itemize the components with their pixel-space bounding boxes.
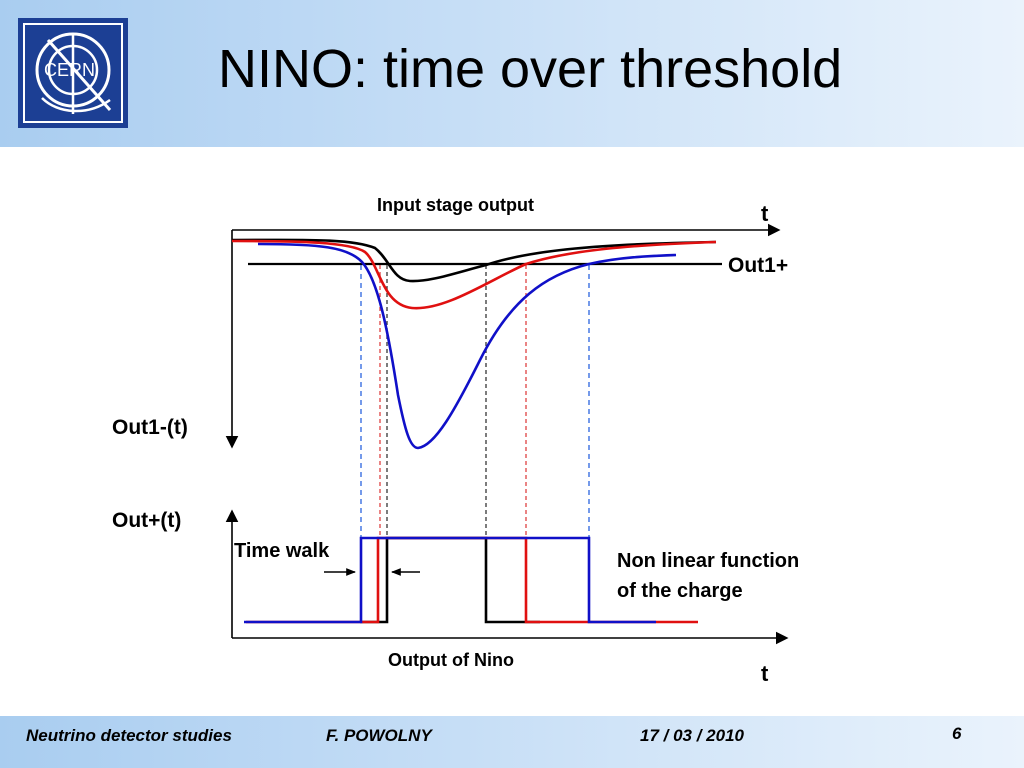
time-walk-label: Time walk bbox=[234, 540, 330, 562]
output-label: Output of Nino bbox=[388, 650, 514, 670]
blue-input-signal bbox=[257, 242, 677, 450]
time-axis-label-top: t bbox=[761, 201, 769, 226]
slide-header: CERN NINO: time over threshold bbox=[0, 0, 1024, 147]
black-output-pulse bbox=[360, 536, 540, 624]
cern-logo: CERN bbox=[18, 18, 128, 128]
footer-page-number: 6 bbox=[952, 724, 962, 743]
page-title: NINO: time over threshold bbox=[218, 39, 843, 99]
out1-plus-label: Out1+ bbox=[728, 254, 788, 277]
footer-author: F. POWOLNY bbox=[326, 726, 432, 745]
time-axis-label-bottom: t bbox=[761, 661, 769, 686]
out1-minus-label: Out1-(t) bbox=[112, 416, 188, 439]
logo-text: CERN bbox=[44, 60, 95, 80]
footer-event: Neutrino detector studies bbox=[26, 726, 232, 745]
blue-output-pulse bbox=[244, 536, 656, 624]
nonlinear-label-line2: of the charge bbox=[617, 580, 743, 602]
red-input-signal bbox=[231, 239, 717, 310]
black-input-signal bbox=[231, 238, 717, 283]
footer-date: 17 / 03 / 2010 bbox=[640, 726, 744, 745]
slide-footer: Neutrino detector studies F. POWOLNY 17 … bbox=[0, 716, 1024, 768]
input-stage-label: Input stage output bbox=[377, 195, 534, 215]
out-plus-label: Out+(t) bbox=[112, 509, 181, 532]
nonlinear-label-line1: Non linear function bbox=[617, 550, 799, 572]
